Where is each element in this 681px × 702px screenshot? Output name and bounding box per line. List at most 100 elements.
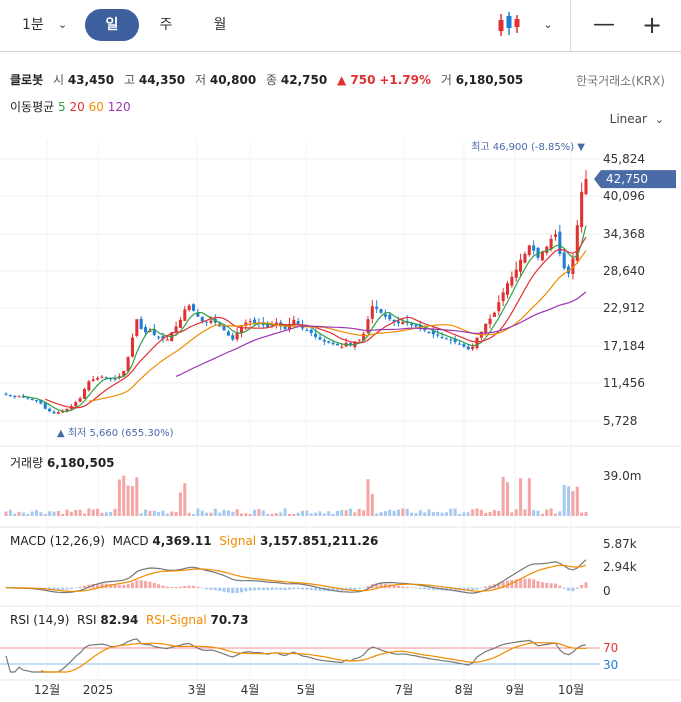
tab-day[interactable]: 일 [85, 9, 139, 41]
volume-bar [87, 508, 91, 516]
macd-histogram-bar [305, 587, 309, 590]
macd-label: MACD [112, 534, 149, 548]
volume-bar [357, 508, 361, 516]
macd-histogram-bar [187, 585, 191, 589]
macd-histogram-bar [165, 586, 169, 589]
volume-bar [39, 512, 43, 516]
rsi-title: RSI (14,9) [10, 613, 70, 627]
candle-body [392, 319, 396, 322]
candle-body [35, 400, 39, 402]
zoom-in-button[interactable]: + [641, 11, 663, 39]
time-tick-label: 7월 [395, 683, 414, 697]
macd-histogram-bar [505, 580, 510, 589]
macd-histogram-bar [423, 587, 427, 590]
tab-week[interactable]: 주 [159, 17, 173, 33]
macd-signal-label: Signal [219, 534, 257, 548]
candle-body [370, 306, 374, 319]
volume-bar [109, 511, 113, 516]
macd-histogram-bar [431, 587, 435, 590]
macd-histogram-bar [545, 582, 549, 589]
candle-body [327, 341, 331, 343]
interval-label: 1분 [22, 17, 44, 33]
change-value: ▲ 750 [337, 73, 376, 87]
candle-body [39, 400, 43, 404]
macd-histogram-bar [239, 587, 244, 593]
candle-body [239, 326, 244, 334]
volume-bar [405, 508, 409, 516]
high-label: 고 [123, 73, 136, 87]
macd-histogram-bar [109, 584, 113, 589]
candle-body [314, 333, 318, 337]
low-value: 40,800 [209, 73, 257, 87]
volume-bar [383, 511, 387, 516]
volume-panel-value: 6,180,505 [46, 456, 115, 470]
volume-bar [505, 482, 510, 516]
candle-body [52, 411, 56, 414]
macd-histogram-bar [126, 584, 130, 589]
candle-body [235, 332, 239, 340]
candle-body [383, 314, 387, 317]
macd-histogram-bar [475, 587, 479, 590]
zoom-out-button[interactable]: — [593, 12, 615, 37]
macd-histogram-bar [536, 580, 540, 589]
candle-body [26, 397, 30, 399]
volume-bar [144, 509, 148, 516]
macd-panel-label: MACD (12,26,9) MACD 4,369.11 Signal 3,15… [10, 534, 378, 548]
macd-histogram-bar [213, 587, 217, 591]
macd-histogram-bar [52, 587, 56, 591]
macd-value: 4,369.11 [152, 534, 212, 548]
volume-bar [514, 509, 518, 516]
chevron-down-icon[interactable]: ⌄ [543, 18, 553, 31]
volume-bar [575, 486, 579, 516]
price-tick-label: 22,912 [603, 301, 645, 315]
low-marker: ▲ 최저 5,660 (655.30%) [57, 427, 174, 439]
candle-body [296, 321, 300, 324]
interval-select[interactable]: 1분 ⌄ [14, 9, 74, 41]
macd-histogram-bar [527, 578, 531, 589]
macd-histogram-bar [61, 587, 65, 590]
volume-bar [239, 513, 244, 516]
candle-body [161, 336, 165, 339]
macd-histogram-bar [91, 583, 95, 589]
candle-body [17, 396, 21, 398]
candle-body [117, 376, 121, 378]
volume-bar [244, 513, 248, 516]
macd-histogram-bar [571, 587, 575, 592]
price-tick-label: 40,096 [603, 189, 645, 203]
macd-histogram-bar [427, 587, 431, 590]
volume-bar [161, 510, 165, 516]
macd-histogram-bar [335, 587, 339, 592]
tab-month[interactable]: 월 [213, 17, 227, 33]
rsi-panel-label: RSI (14,9) RSI 82.94 RSI-Signal 70.73 [10, 613, 248, 627]
volume-bar [340, 510, 344, 516]
ma-120: 120 [107, 100, 131, 114]
rsi-label: RSI [77, 613, 97, 627]
volume-bar [4, 511, 8, 516]
volume-title: 거래량 [10, 456, 44, 470]
volume-bar [584, 511, 588, 516]
volume-bar [274, 513, 278, 516]
candle-body [379, 309, 383, 313]
macd-histogram-bar [69, 587, 73, 589]
macd-histogram-bar [479, 587, 483, 589]
macd-tick-label: 2.94k [603, 560, 637, 574]
candlestick-type-icon[interactable] [494, 9, 524, 41]
macd-title: MACD (12,26,9) [10, 534, 105, 548]
volume-bar [475, 508, 479, 516]
price-tick-label: 45,824 [603, 152, 645, 166]
volume-bar [497, 510, 501, 516]
price-tick-label: 11,456 [603, 376, 645, 390]
volume-bar [440, 512, 444, 516]
candle-body [13, 395, 17, 398]
candle-body [8, 395, 12, 397]
scale-mode-select[interactable]: Linear ⌄ [610, 112, 664, 126]
volume-bar [17, 511, 21, 516]
macd-tick-label: 0 [603, 584, 611, 598]
macd-histogram-bar [466, 587, 470, 591]
candle-body [331, 342, 335, 345]
open-value: 43,450 [67, 73, 115, 87]
candle-body [122, 370, 126, 376]
candle-body [436, 334, 440, 336]
volume-bar [257, 509, 261, 516]
